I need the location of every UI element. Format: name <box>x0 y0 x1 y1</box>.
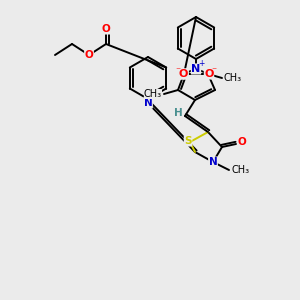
Text: CH₃: CH₃ <box>144 89 162 99</box>
Text: O: O <box>238 137 246 147</box>
Text: CH₃: CH₃ <box>231 165 249 175</box>
Text: O: O <box>204 69 214 79</box>
Text: O: O <box>85 50 93 60</box>
Text: S: S <box>184 136 192 146</box>
Text: O: O <box>102 24 110 34</box>
Text: O: O <box>178 69 188 79</box>
Text: H: H <box>174 108 182 118</box>
Text: N: N <box>144 98 152 108</box>
Text: +: + <box>198 59 204 68</box>
Text: N: N <box>208 157 217 167</box>
Text: N: N <box>191 64 201 74</box>
Text: N: N <box>180 69 188 79</box>
Text: CH₃: CH₃ <box>224 73 242 83</box>
Text: ⁻: ⁻ <box>176 66 181 76</box>
Text: ⁻: ⁻ <box>212 66 217 76</box>
